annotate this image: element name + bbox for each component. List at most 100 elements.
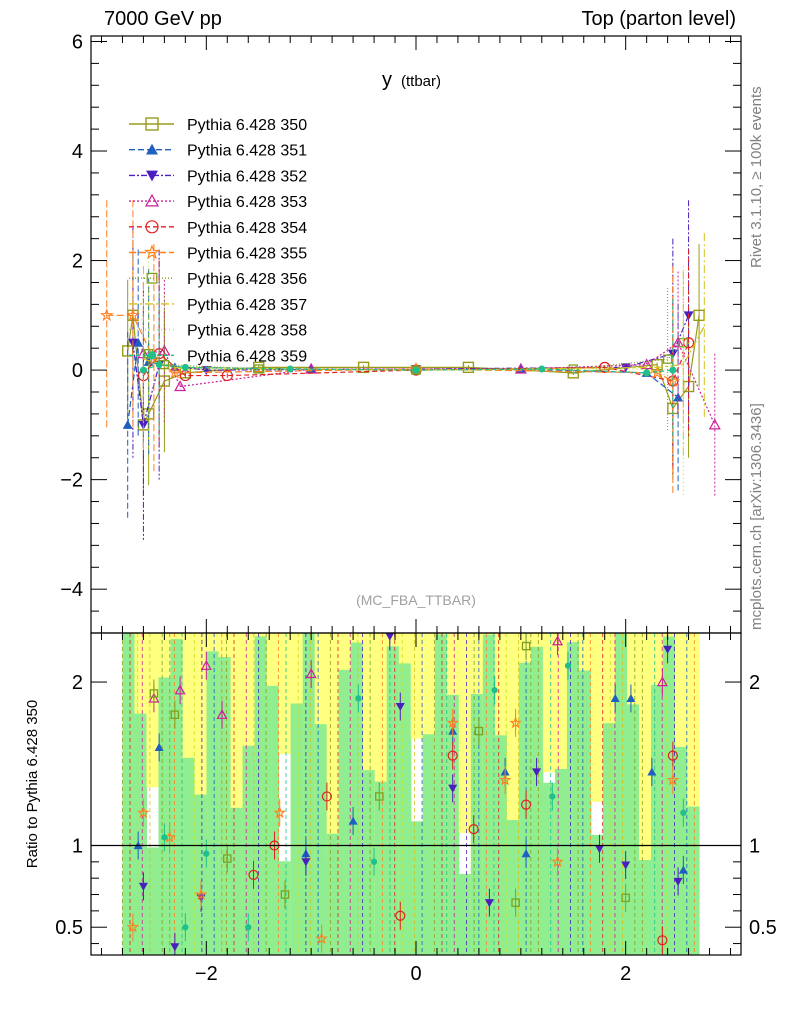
- ratio-point: [174, 684, 186, 695]
- ratio-band-yellow: [278, 633, 292, 755]
- ratio-y-tick-label-right: 1: [749, 835, 760, 857]
- plot-title-sub: (ttbar): [401, 73, 441, 90]
- legend-marker: [146, 272, 158, 284]
- ratio-band-green: [314, 724, 328, 955]
- legend-label: Pythia 6.428 356: [187, 271, 307, 288]
- data-point: [99, 308, 114, 322]
- series-line: [143, 325, 705, 371]
- ratio-point: [216, 708, 228, 719]
- ratio-point: [678, 865, 688, 874]
- ratio-point: [315, 932, 328, 945]
- data-point: [181, 363, 189, 371]
- data-point: [412, 366, 420, 374]
- y-tick-label: −4: [60, 579, 83, 601]
- ratio-y-tick-label: 2: [72, 672, 83, 694]
- ratio-band-green: [506, 820, 520, 955]
- data-point: [538, 365, 546, 373]
- watermark: (MC_FBA_TTBAR): [356, 592, 476, 608]
- legend-label: Pythia 6.428 359: [187, 348, 307, 365]
- data-point: [643, 369, 651, 377]
- ratio-point: [552, 635, 564, 646]
- ratio-y-tick-label: 1: [72, 835, 83, 857]
- data-point: [168, 365, 182, 379]
- ratio-y-tick-label-right: 2: [749, 672, 760, 694]
- legend-label: Pythia 6.428 353: [187, 194, 307, 211]
- ratio-band-green: [386, 646, 400, 955]
- ratio-band-green: [578, 670, 592, 955]
- ratio-band-green: [254, 636, 268, 955]
- x-tick-label: −2: [195, 963, 218, 985]
- ratio-point: [520, 799, 532, 810]
- ratio-band-green: [687, 806, 700, 955]
- ratio-point: [521, 641, 531, 651]
- legend-marker: [147, 351, 157, 360]
- ratio-band-yellow: [146, 633, 159, 788]
- ratio-band-green: [158, 677, 172, 955]
- legend-label: Pythia 6.428 351: [187, 143, 307, 160]
- ratio-point: [447, 750, 458, 761]
- ratio-point: [594, 845, 604, 854]
- ratio-point: [673, 877, 683, 886]
- ratio-band-green: [230, 807, 244, 955]
- ratio-band-green: [218, 656, 232, 955]
- ratio-point: [621, 861, 631, 870]
- ratio-point: [667, 750, 678, 761]
- ratio-band-green: [602, 723, 616, 955]
- legend-marker: [146, 170, 158, 182]
- ratio-point: [610, 693, 620, 702]
- ratio-point: [321, 791, 332, 802]
- ratio-point: [621, 893, 630, 903]
- ratio-band-green: [434, 634, 448, 955]
- ratio-band-green: [362, 770, 376, 955]
- legend-marker: [145, 117, 159, 131]
- legend-label: Pythia 6.428 352: [187, 168, 307, 185]
- ratio-band-green: [614, 633, 628, 955]
- data-point: [357, 361, 370, 374]
- ratio-point: [395, 910, 406, 921]
- header-right: Top (parton level): [581, 8, 736, 30]
- ratio-point: [491, 687, 498, 694]
- legend-label: Pythia 6.428 355: [187, 246, 307, 263]
- data-point: [126, 308, 140, 322]
- ratio-band-yellow: [230, 633, 244, 820]
- data-point: [174, 380, 187, 392]
- ratio-point: [280, 890, 290, 899]
- ratio-point: [305, 668, 317, 679]
- ratio-band-green: [446, 694, 460, 955]
- ratio-band-green: [651, 685, 664, 955]
- legend-label: Pythia 6.428 350: [187, 117, 307, 134]
- data-point: [122, 419, 133, 429]
- ratio-band-yellow: [410, 633, 424, 739]
- ratio-point: [182, 924, 189, 931]
- data-point: [708, 418, 721, 430]
- legend-label: Pythia 6.428 354: [187, 220, 307, 237]
- ratio-point: [348, 816, 358, 825]
- ratio-band-green: [122, 633, 135, 955]
- ratio-band-green: [194, 794, 208, 955]
- ratio-point: [484, 899, 494, 908]
- ratio-band-green: [542, 782, 556, 955]
- ratio-point: [126, 920, 140, 933]
- data-point: [662, 354, 673, 364]
- legend-marker: [144, 193, 160, 207]
- ratio-point: [647, 767, 657, 776]
- legend-label: Pythia 6.428 358: [187, 323, 307, 340]
- data-point: [139, 366, 147, 374]
- ratio-point: [448, 784, 458, 793]
- ratio-band-yellow: [639, 633, 652, 898]
- ratio-point: [474, 726, 484, 736]
- ratio-band-green: [326, 833, 340, 955]
- ratio-point: [498, 773, 512, 786]
- ratio-band-green: [350, 642, 364, 955]
- ratio-point: [154, 742, 164, 752]
- y-tick-label: 4: [72, 141, 83, 163]
- data-point: [155, 361, 163, 369]
- data-point: [286, 365, 294, 373]
- ratio-point: [446, 716, 459, 729]
- ratio-point: [248, 869, 259, 881]
- ratio-band-yellow: [458, 633, 472, 833]
- ratio-band-green: [146, 847, 159, 955]
- data-point: [669, 366, 677, 374]
- legend-marker: [146, 143, 158, 155]
- data-point: [201, 366, 212, 376]
